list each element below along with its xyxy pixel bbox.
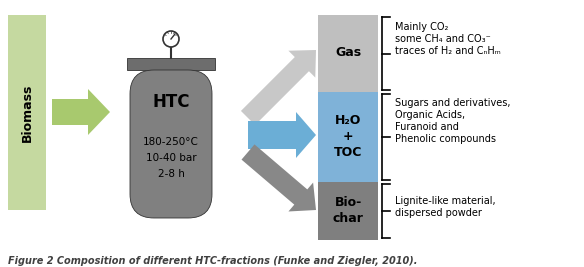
Text: 180-250°C
10-40 bar
2-8 h: 180-250°C 10-40 bar 2-8 h [143,138,199,179]
Text: Phenolic compounds: Phenolic compounds [395,134,496,144]
Text: H₂O
+
TOC: H₂O + TOC [334,115,362,159]
FancyBboxPatch shape [8,15,46,210]
Polygon shape [241,50,316,125]
Polygon shape [242,144,316,211]
Text: Sugars and derivatives,: Sugars and derivatives, [395,98,510,108]
FancyBboxPatch shape [318,92,378,182]
Text: dispersed powder: dispersed powder [395,208,482,218]
FancyBboxPatch shape [127,58,215,70]
Polygon shape [248,112,316,158]
Text: Lignite-like material,: Lignite-like material, [395,196,496,206]
FancyBboxPatch shape [130,70,212,218]
FancyBboxPatch shape [318,182,378,240]
Text: Mainly CO₂: Mainly CO₂ [395,22,449,32]
Text: Biomass: Biomass [20,83,33,142]
FancyBboxPatch shape [318,15,378,92]
Text: HTC: HTC [152,93,190,111]
Text: Bio-
char: Bio- char [332,197,363,226]
Text: Furanoid and: Furanoid and [395,122,459,132]
Text: Gas: Gas [335,46,361,60]
Text: some CH₄ and CO₃⁻: some CH₄ and CO₃⁻ [395,34,491,44]
Circle shape [163,31,179,47]
Polygon shape [52,89,110,135]
Text: traces of H₂ and CₙHₘ: traces of H₂ and CₙHₘ [395,46,500,56]
Text: Organic Acids,: Organic Acids, [395,110,465,120]
Text: Figure 2 Composition of different HTC-fractions (Funke and Ziegler, 2010).: Figure 2 Composition of different HTC-fr… [8,256,418,266]
